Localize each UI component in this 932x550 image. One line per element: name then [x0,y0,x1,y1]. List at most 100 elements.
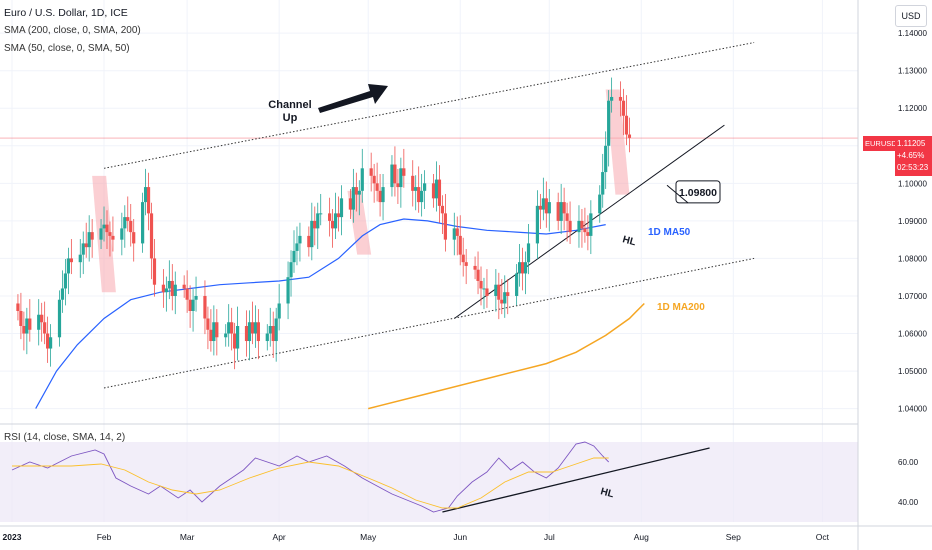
time-tick-label: Sep [726,532,741,542]
candle-body [515,273,519,296]
price-tick-label: 1.14000 [898,29,927,38]
candle-body [577,220,581,233]
candle-body [354,187,358,195]
rsi-tick-label: 40.00 [898,498,919,507]
price-tick-label: 1.13000 [898,67,927,76]
rsi-hl-label: HL [599,486,615,500]
price-tick-label: 1.12000 [898,104,927,113]
candle-body [111,235,115,240]
candle-body [336,213,341,218]
candle-body [230,322,234,334]
candle-body [164,288,168,293]
price-tick-label: 1.07000 [898,292,927,301]
candle-body [212,322,216,342]
candle-body [423,183,427,191]
candle-body [292,250,296,263]
candles [16,77,632,370]
price-tick-label: 1.05000 [898,367,927,376]
candle-body [393,164,397,184]
candle-body [46,333,50,349]
candle-body [476,269,480,281]
candle-body [161,284,165,293]
candle-body [500,299,504,304]
channel-upper-line [103,42,755,169]
candle-body [544,198,548,214]
candle-body [482,288,486,290]
channel-lower-line [103,257,755,389]
candle-body [473,265,477,270]
candle-body [233,333,237,349]
candle-body [66,258,70,274]
candle-body [188,299,192,311]
candle-body [78,254,82,263]
time-tick-label: Feb [97,532,112,542]
sma50-legend[interactable]: SMA (50, close, 0, SMA, 50) [4,43,130,54]
candle-body [244,326,249,342]
candle-body [360,168,364,191]
ma50-line [35,218,606,409]
candle-body [256,322,260,342]
rsi-legend[interactable]: RSI (14, close, SMA, 14, 2) [4,432,126,443]
sma200-legend[interactable]: SMA (200, close, 0, SMA, 200) [4,25,141,36]
currency-button[interactable]: USD [895,5,927,27]
candle-body [607,100,611,146]
time-tick-label: Aug [634,532,649,542]
candle-body [247,322,252,342]
candle-body [420,190,424,203]
candle-body [417,187,421,203]
time-tick-label: May [360,532,377,542]
candle-body [339,198,344,218]
candle-body [589,213,593,236]
candle-body [627,134,632,138]
candle-body [87,232,91,248]
candle-body [568,220,572,233]
price-tick-label: 1.06000 [898,330,927,339]
candle-body [375,183,379,191]
candle-body [479,280,483,289]
candle-body [443,213,447,240]
candle-body [250,322,255,334]
candle-body [565,213,569,221]
candle-body [40,314,44,323]
candle-body [277,303,281,319]
chart-title: Euro / U.S. Dollar, 1D, ICE [4,7,128,19]
candle-body [538,205,542,210]
candle-body [461,254,465,263]
rsi-lines [11,441,610,513]
candle-body [253,322,258,334]
candle-body [402,168,406,176]
candle-body [274,318,278,342]
candle-body [149,213,154,259]
candle-body [518,262,522,274]
candle-body [84,243,88,248]
candle-body [583,228,587,233]
candle-body [333,213,338,229]
last-price-change: +4.65% [897,151,925,160]
candle-body [265,333,269,342]
arrow-icon [318,84,388,113]
candle-body [152,258,157,285]
candle-body [69,258,73,263]
time-tick-label: Oct [816,532,830,542]
candle-body [624,115,629,135]
candle-body [434,179,439,199]
candle-body [298,235,302,244]
candle-body [399,168,403,188]
candle-body [108,232,112,236]
candle-body [351,187,355,210]
time-tick-label: Jun [453,532,467,542]
candle-body [182,284,186,289]
candle-body [170,280,174,296]
candle-body [123,217,127,229]
candle-body [559,202,563,221]
candle-body [120,228,124,240]
highlight-zone [605,89,630,195]
time-tick-label: Mar [180,532,195,542]
price-tick-label: 1.10000 [898,179,927,188]
candle-body [604,145,608,173]
candle-body [601,172,605,195]
time-tick-label: Apr [273,532,286,542]
candle-body [458,235,462,255]
candle-body [37,314,41,330]
